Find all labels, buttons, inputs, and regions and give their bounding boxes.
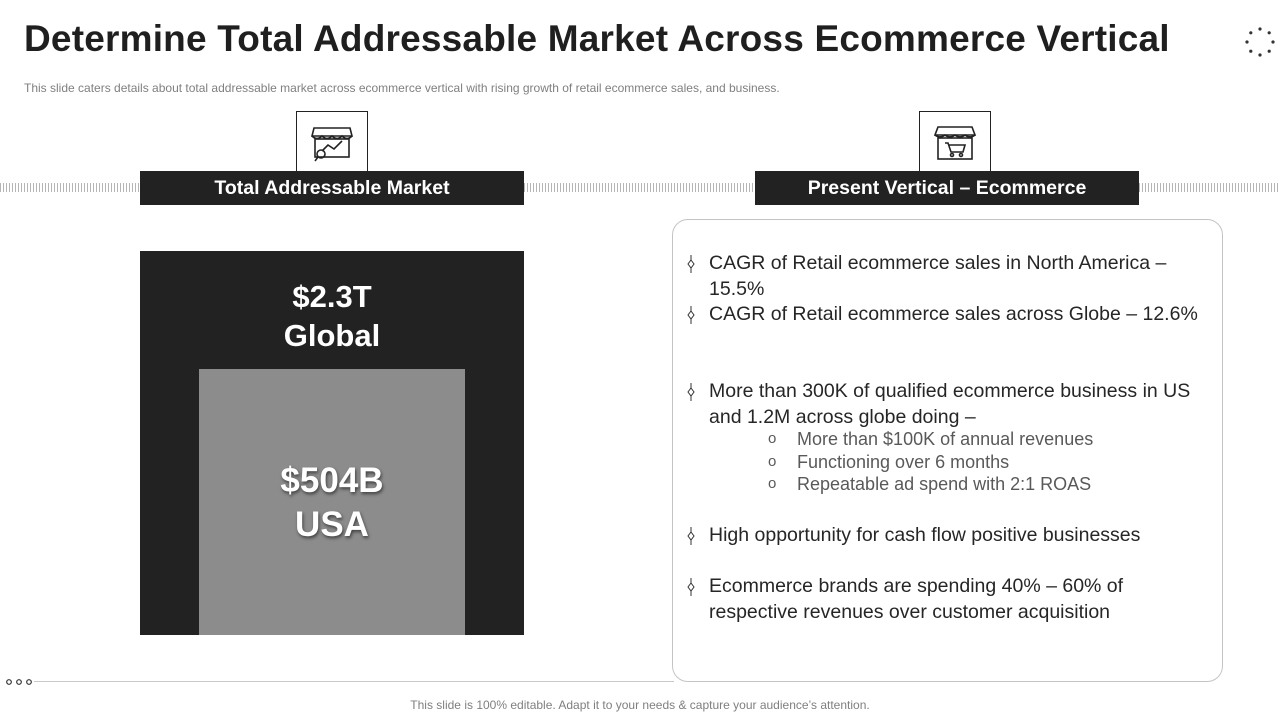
bullet-item: High opportunity for cash flow positive … — [687, 522, 1209, 548]
sub-bullet-item: o Functioning over 6 months — [768, 451, 1217, 473]
slide-title: Determine Total Addressable Market Acros… — [24, 18, 1170, 59]
footer-note: This slide is 100% editable. Adapt it to… — [410, 698, 870, 712]
store-analytics-icon — [310, 127, 354, 162]
divider-dashed-left — [0, 183, 140, 192]
diamond-bullet-icon — [687, 255, 695, 273]
footer-divider — [34, 681, 674, 682]
sub-bullet-marker: o — [768, 430, 777, 447]
global-market-box: $2.3T Global $504B USA — [140, 251, 524, 635]
sub-bullet-item: o More than $100K of annual revenues — [768, 428, 1217, 450]
vertical-header: Present Vertical – Ecommerce — [755, 171, 1139, 205]
bullet-item: CAGR of Retail ecommerce sales in North … — [687, 250, 1209, 302]
divider-dashed-middle — [524, 183, 755, 192]
bullet-item: CAGR of Retail ecommerce sales across Gl… — [687, 301, 1209, 327]
loading-dots-icon — [1245, 27, 1275, 57]
usa-market-box: $504B USA — [199, 369, 465, 635]
slide-subtitle: This slide caters details about total ad… — [24, 81, 780, 95]
bullet-text: High opportunity for cash flow positive … — [709, 524, 1141, 546]
tam-header: Total Addressable Market — [140, 171, 524, 205]
diamond-bullet-icon — [687, 383, 695, 401]
global-label: Global — [283, 318, 381, 353]
store-cart-icon-box — [919, 111, 991, 171]
sub-bullet-text: Repeatable ad spend with 2:1 ROAS — [797, 474, 1092, 494]
sub-bullet-text: Functioning over 6 months — [797, 452, 1010, 472]
global-market-label: $2.3T Global — [140, 277, 524, 355]
diamond-bullet-icon — [687, 578, 695, 596]
store-cart-icon — [933, 126, 977, 160]
store-analytics-icon-box — [296, 111, 368, 171]
bullet-text: CAGR of Retail ecommerce sales across Gl… — [709, 303, 1198, 325]
bullet-text: CAGR of Retail ecommerce sales in North … — [709, 252, 1167, 300]
usa-market-label: $504B USA — [199, 459, 465, 547]
bullet-text: Ecommerce brands are spending 40% – 60% … — [709, 575, 1124, 623]
bullet-text: More than 300K of qualified ecommerce bu… — [709, 380, 1191, 428]
more-dots-icon — [6, 679, 32, 685]
usa-label: USA — [295, 505, 369, 544]
sub-bullet-marker: o — [768, 453, 777, 470]
sub-bullet-marker: o — [768, 475, 777, 492]
diamond-bullet-icon — [687, 527, 695, 545]
usa-value: $504B — [280, 461, 384, 500]
global-value: $2.3T — [292, 279, 372, 314]
sub-bullet-text: More than $100K of annual revenues — [797, 429, 1094, 449]
sub-bullet-item: o Repeatable ad spend with 2:1 ROAS — [768, 473, 1217, 495]
divider-dashed-right — [1139, 183, 1280, 192]
bullet-item: Ecommerce brands are spending 40% – 60% … — [687, 573, 1209, 625]
bullet-item: More than 300K of qualified ecommerce bu… — [687, 378, 1209, 430]
ecommerce-details-panel: CAGR of Retail ecommerce sales in North … — [672, 219, 1223, 682]
diamond-bullet-icon — [687, 306, 695, 324]
